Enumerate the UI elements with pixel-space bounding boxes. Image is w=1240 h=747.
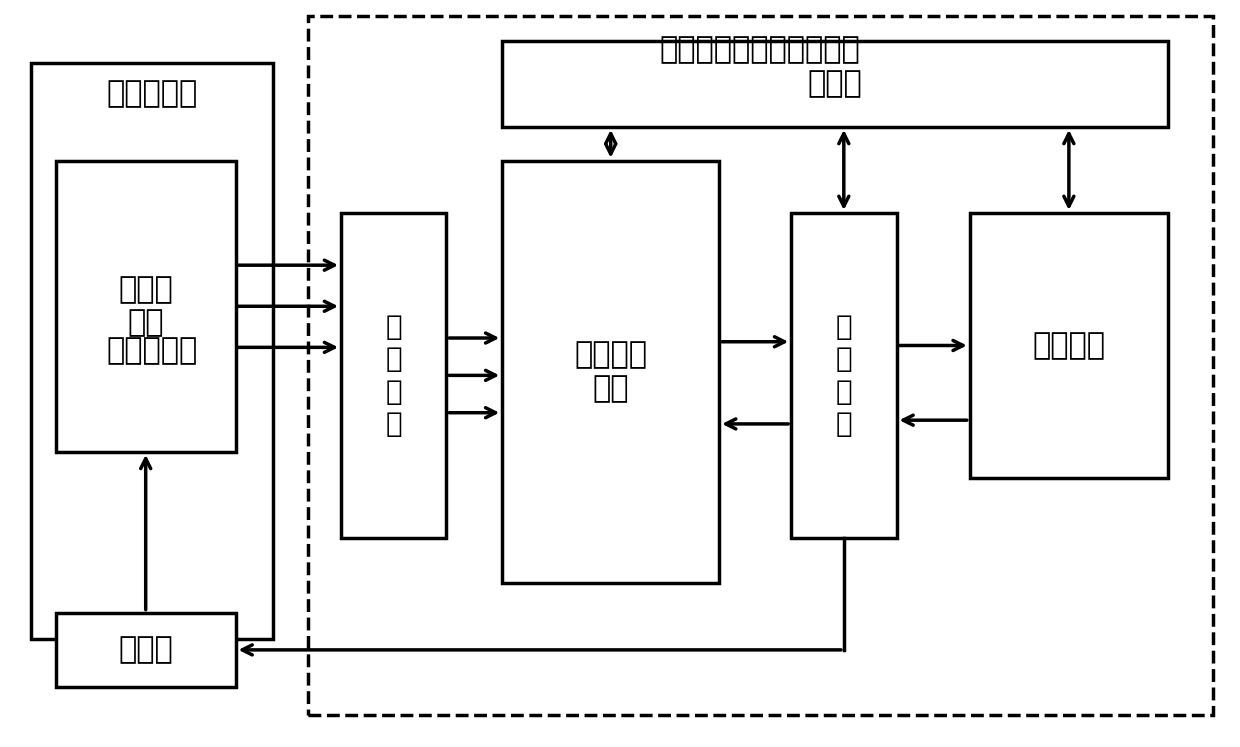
Bar — [56, 613, 236, 687]
Text: 多通路绝缘电阻测试系统: 多通路绝缘电阻测试系统 — [660, 36, 861, 64]
Text: 通路选择
模块: 通路选择 模块 — [574, 341, 647, 403]
Bar — [308, 16, 1213, 715]
Bar — [56, 161, 236, 452]
Text: 检测模块: 检测模块 — [1033, 331, 1105, 360]
Bar — [31, 63, 273, 639]
Text: 上位机: 上位机 — [807, 69, 863, 99]
Text: 稳压源: 稳压源 — [118, 636, 174, 664]
Text: 连
接
模
块: 连 接 模 块 — [386, 313, 402, 438]
Bar — [502, 161, 719, 583]
Bar — [791, 213, 897, 538]
Bar — [502, 41, 1168, 127]
Text: 恒温恒湿箱: 恒温恒湿箱 — [107, 79, 197, 108]
Bar — [970, 213, 1168, 478]
Text: 切
换
模
块: 切 换 模 块 — [836, 313, 852, 438]
Text: 电路板
样品: 电路板 样品 — [118, 275, 174, 338]
Text: 恒温恒湿箱: 恒温恒湿箱 — [107, 337, 197, 365]
Bar — [341, 213, 446, 538]
